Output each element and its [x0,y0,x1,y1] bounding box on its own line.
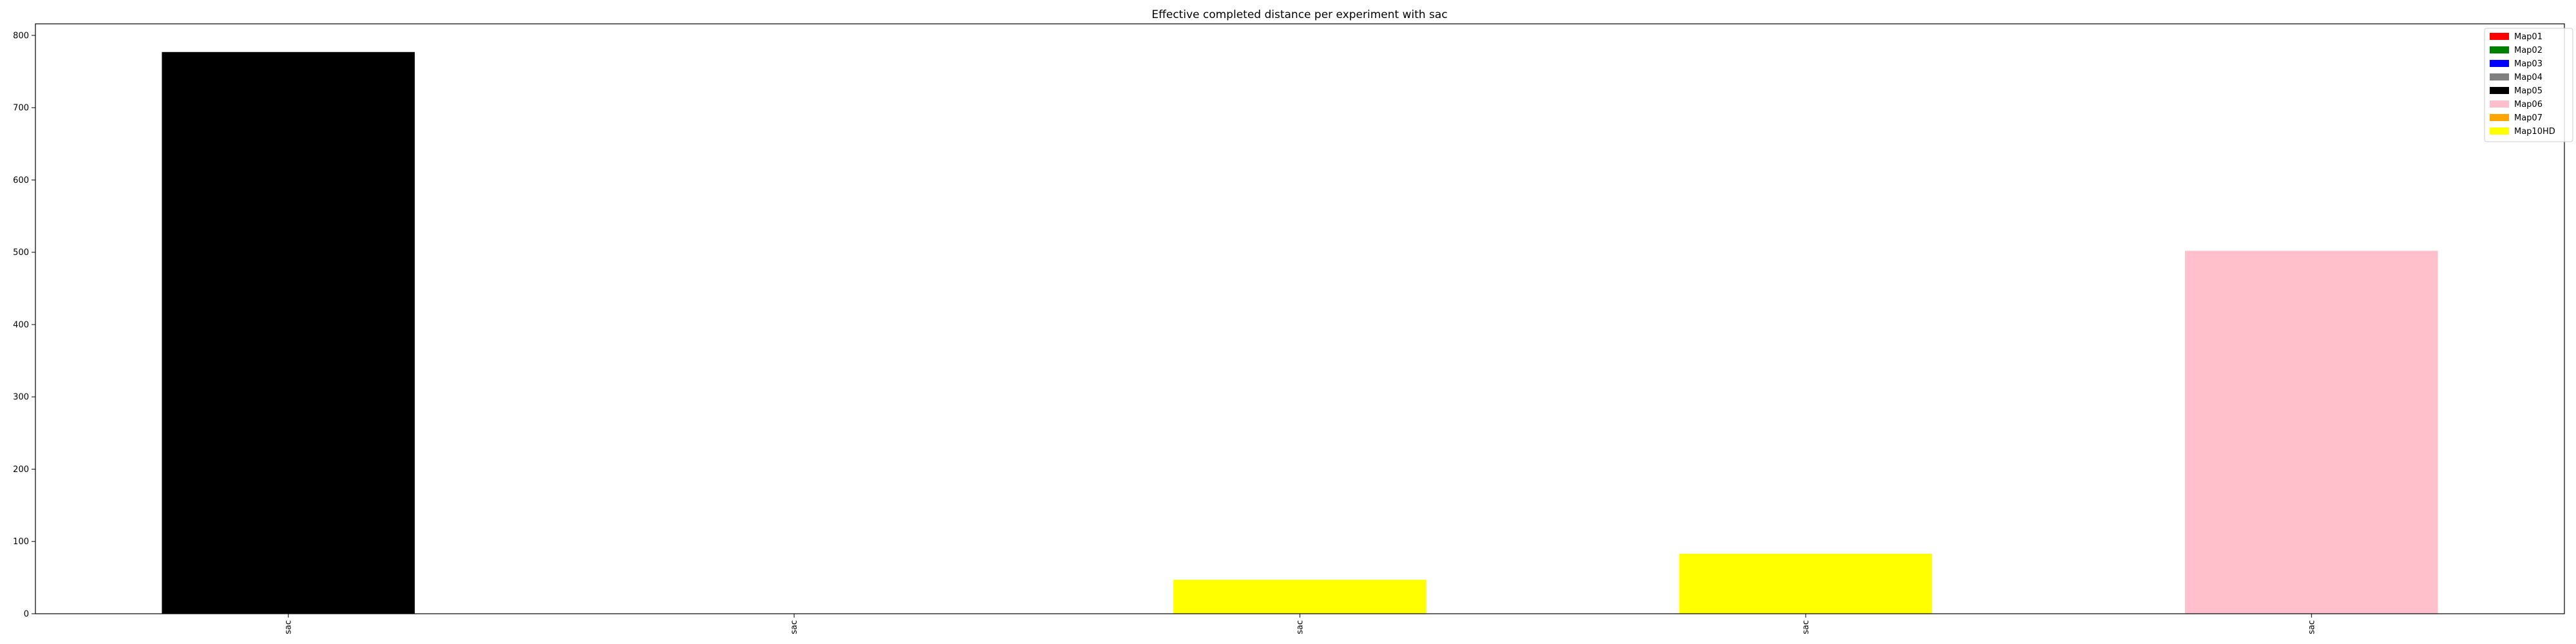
y-tick-label: 400 [13,320,29,330]
legend-swatch [2490,87,2509,94]
legend-swatch [2490,100,2509,108]
legend-label: Map05 [2514,86,2543,96]
legend-label: Map06 [2514,100,2543,109]
x-tick-label: sac [1296,620,1305,634]
y-tick-label: 200 [13,465,29,475]
x-tick-label: sac [790,620,799,634]
legend-label: Map03 [2514,59,2543,69]
y-tick-label: 100 [13,537,29,547]
legend-swatch [2490,46,2509,53]
bar [1679,553,1933,614]
x-tick-label: sac [2307,620,2316,634]
legend-swatch [2490,128,2509,135]
bars-layer [162,52,2438,614]
y-tick-label: 300 [13,393,29,402]
legend-label: Map10HD [2514,127,2555,137]
y-tick-label: 500 [13,248,29,258]
axes-layer: 0 100 200 300 400 500 600 700 800 sac sac sac sac sac [13,23,2565,634]
x-tick-label: sac [1801,620,1811,634]
bar [1173,580,1426,614]
legend-label: Map04 [2514,73,2543,82]
y-tick-label: 600 [13,176,29,185]
y-tick-label: 0 [24,610,29,620]
y-tick-label: 800 [13,31,29,41]
legend-label: Map01 [2514,32,2543,42]
legend-swatch [2490,60,2509,67]
bar [162,52,415,614]
legend-swatch [2490,73,2509,80]
legend: Map01 Map02 Map03 Map04 Map05 Map06 Map07 Map10… [2484,28,2573,142]
x-tick-label: sac [284,620,294,634]
legend-frame [2484,28,2573,142]
legend-swatch [2490,33,2509,40]
legend-swatch [2490,114,2509,121]
chart-title: Effective completed distance per experim… [1151,8,1447,21]
legend-label: Map02 [2514,46,2543,55]
legend-label: Map07 [2514,113,2543,123]
bar [2184,251,2438,614]
y-tick-label: 700 [13,104,29,113]
